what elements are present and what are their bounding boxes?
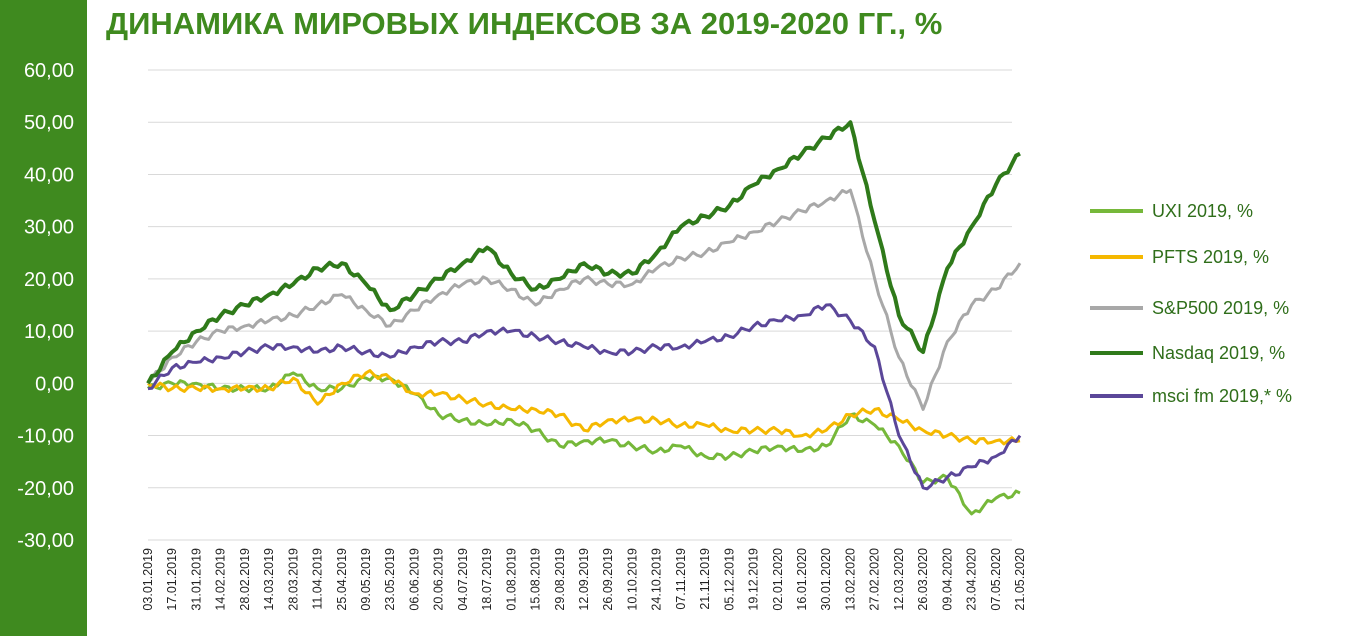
legend-label: S&P500 2019, %: [1152, 298, 1289, 318]
series-line: [146, 188, 1022, 411]
x-tick-label: 26.09.2019: [601, 548, 615, 611]
y-axis-ticks: 60,00 50,00 40,00 30,00 20,00 10,00 0,00 -10,00…: [17, 60, 74, 552]
x-tick-label: 11.04.2019: [311, 548, 325, 610]
x-tick-label: 06.06.2019: [407, 548, 421, 611]
series-line: [147, 303, 1022, 491]
x-tick-label: 27.02.2020: [868, 548, 882, 611]
x-tick-label: 02.01.2020: [771, 548, 785, 611]
y-tick-label: 0,00: [35, 373, 74, 395]
legend-label: msci fm 2019,* %: [1152, 386, 1292, 406]
x-tick-label: 23.04.2020: [965, 548, 979, 611]
x-tick-label: 04.07.2019: [456, 548, 470, 611]
x-tick-label: 28.02.2019: [238, 548, 252, 611]
x-tick-label: 07.05.2020: [989, 548, 1003, 611]
y-tick-label: 50,00: [24, 112, 74, 134]
x-tick-label: 10.10.2019: [625, 548, 639, 611]
x-tick-label: 24.10.2019: [650, 548, 664, 611]
chart-title: ДИНАМИКА МИРОВЫХ ИНДЕКСОВ ЗА 2019-2020 Г…: [106, 6, 943, 41]
x-tick-label: 19.12.2019: [747, 548, 761, 611]
x-tick-label: 17.01.2019: [165, 548, 179, 611]
x-tick-label: 14.03.2019: [262, 548, 276, 611]
y-tick-label: 40,00: [24, 164, 74, 186]
left-axis-band: [0, 0, 87, 636]
legend-label: Nasdaq 2019, %: [1152, 343, 1285, 363]
x-tick-label: 20.06.2019: [432, 548, 446, 611]
x-tick-label: 05.12.2019: [722, 548, 736, 611]
x-tick-label: 12.03.2020: [892, 548, 906, 611]
y-tick-label: 60,00: [24, 60, 74, 82]
x-tick-label: 21.11.2019: [698, 548, 712, 610]
series-line: [146, 120, 1021, 385]
series-line: [147, 369, 1021, 446]
x-tick-label: 23.05.2019: [383, 548, 397, 611]
x-tick-label: 21.05.2020: [1013, 548, 1027, 611]
x-tick-label: 09.05.2019: [359, 548, 373, 611]
gridlines: [148, 69, 1012, 541]
x-tick-label: 29.08.2019: [553, 548, 567, 611]
y-tick-label: -30,00: [17, 530, 74, 552]
y-tick-label: -10,00: [17, 426, 74, 448]
y-tick-label: 20,00: [24, 269, 74, 291]
x-tick-label: 01.08.2019: [504, 548, 518, 611]
y-tick-label: 10,00: [24, 321, 74, 343]
legend-label: PFTS 2019, %: [1152, 247, 1269, 267]
series-line: [146, 371, 1021, 516]
x-axis-ticks: 03.01.2019 17.01.2019 31.01.2019 14.02.2019…: [141, 548, 1027, 611]
x-tick-label: 16.01.2020: [795, 548, 809, 611]
x-tick-label: 28.03.2019: [286, 548, 300, 611]
x-tick-label: 26.03.2020: [916, 548, 930, 611]
x-tick-label: 31.01.2019: [189, 548, 203, 611]
x-tick-label: 03.01.2019: [141, 548, 155, 611]
x-tick-label: 30.01.2020: [819, 548, 833, 611]
y-tick-label: -20,00: [17, 478, 74, 500]
legend: UXI 2019, % PFTS 2019, % S&P500 2019, % Nas…: [1090, 201, 1292, 406]
legend-label: UXI 2019, %: [1152, 201, 1253, 221]
series-lines: [146, 120, 1022, 516]
x-tick-label: 18.07.2019: [480, 548, 494, 611]
x-tick-label: 13.02.2020: [843, 548, 857, 611]
x-tick-label: 15.08.2019: [529, 548, 543, 611]
x-tick-label: 07.11.2019: [674, 548, 688, 610]
x-tick-label: 25.04.2019: [335, 548, 349, 611]
x-tick-label: 14.02.2019: [214, 548, 228, 611]
y-tick-label: 30,00: [24, 217, 74, 239]
x-tick-label: 09.04.2020: [940, 548, 954, 611]
x-tick-label: 12.09.2019: [577, 548, 591, 611]
